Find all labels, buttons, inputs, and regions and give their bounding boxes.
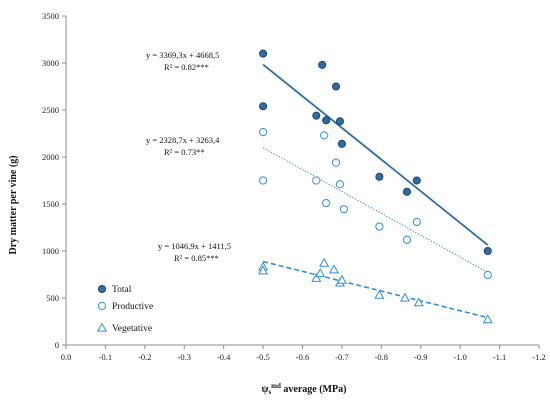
data-point-total: [259, 49, 268, 58]
data-point-vegetative: [329, 264, 340, 274]
data-point-vegetative: [482, 314, 493, 324]
equation-total: y = 3369,3x + 4668,5: [146, 50, 219, 60]
legend-marker-productive: [97, 301, 107, 311]
x-axis-title: ψsmd average (MPa): [262, 382, 347, 396]
data-point-total: [312, 111, 321, 120]
y-axis-title: Dry matter per vine (g): [8, 155, 19, 254]
data-point-productive: [375, 222, 384, 231]
data-point-productive: [320, 131, 329, 140]
x-tick-label: -1.2: [532, 352, 545, 362]
data-point-vegetative: [311, 272, 322, 282]
x-axis-title-rest: average (MPa): [281, 384, 347, 395]
x-axis-title-subscript: s: [268, 388, 271, 396]
data-point-productive: [258, 176, 268, 185]
data-point-total: [331, 82, 341, 91]
legend: Total Productive Vegetative: [96, 284, 153, 334]
r2-vegetative: R² = 0.85***: [174, 253, 219, 263]
axes: 0 500 1000 1500 2000 2500 3000 3500 0.0 -0.1 -0.2 -…: [42, 11, 546, 362]
equations: y = 3369,3x + 4668,5 R² = 0.82*** y = 23…: [146, 50, 231, 263]
data-point-productive: [402, 235, 412, 244]
x-tick-label: -0.1: [99, 352, 112, 362]
x-tick-label: -1.0: [453, 352, 466, 362]
y-tick-label: 2000: [42, 152, 59, 162]
data-point-vegetative: [319, 257, 330, 267]
y-tick-label: 1000: [42, 246, 59, 256]
trendline-vegetative: [262, 260, 488, 319]
x-tick-label: -0.8: [375, 352, 388, 362]
x-tick-label: -1.1: [493, 352, 506, 362]
x-axis-title-symbol: ψ: [262, 384, 269, 395]
x-tick-label: -0.2: [138, 352, 151, 362]
x-tick-label: -0.4: [217, 352, 231, 362]
data-point-total: [318, 60, 327, 69]
data-point-productive: [312, 176, 321, 185]
legend-marker-vegetative: [96, 322, 108, 332]
r2-productive: R² = 0.73**: [164, 147, 205, 157]
legend-label-productive: Productive: [112, 302, 153, 312]
data-point-productive: [335, 180, 345, 189]
data-point-productive: [331, 158, 341, 167]
data-point-vegetative: [258, 265, 269, 275]
trendlines: [262, 63, 489, 319]
x-tick-label: -0.6: [296, 352, 309, 362]
data-point-total: [375, 172, 384, 181]
legend-marker-total: [97, 284, 107, 294]
data-points: [258, 49, 493, 324]
equation-productive: y = 2328,7x + 3263,4: [146, 135, 220, 145]
data-point-total: [335, 117, 344, 126]
y-tick-label: 0: [55, 340, 59, 350]
data-point-vegetative: [374, 289, 385, 299]
data-point-vegetative: [413, 297, 424, 307]
x-tick-label: 0.0: [61, 352, 72, 362]
y-tick-label: 3000: [42, 58, 59, 68]
y-tick-label: 2500: [42, 105, 59, 115]
data-point-total: [259, 102, 268, 111]
y-tick-label: 500: [46, 293, 59, 303]
data-point-vegetative: [336, 274, 347, 284]
data-point-total: [483, 246, 492, 256]
x-tick-label: -0.5: [256, 352, 269, 362]
data-point-total: [402, 187, 412, 196]
y-axis-title-group: Dry matter per vine (g): [8, 155, 19, 254]
data-point-total: [412, 176, 421, 185]
legend-label-vegetative: Vegetative: [112, 324, 152, 334]
r2-total: R² = 0.82***: [164, 62, 209, 72]
data-point-total: [322, 116, 331, 125]
legend-label-total: Total: [112, 285, 132, 295]
y-tick-label: 3500: [42, 11, 59, 21]
data-point-productive: [258, 127, 268, 137]
data-point-vegetative: [315, 268, 326, 278]
x-tick-label: -0.7: [335, 352, 348, 362]
x-tick-label: -0.9: [414, 352, 427, 362]
data-point-productive: [339, 205, 348, 214]
data-point-productive: [322, 198, 331, 208]
data-point-total: [337, 139, 346, 148]
data-point-productive: [483, 270, 492, 280]
y-tick-label: 1500: [42, 199, 59, 209]
data-point-productive: [412, 217, 421, 226]
data-point-vegetative: [399, 292, 411, 302]
x-axis-title-superscript: md: [271, 382, 281, 390]
x-tick-label: -0.3: [178, 352, 191, 362]
trendline-productive: [262, 147, 489, 273]
trendline-total: [262, 63, 489, 246]
equation-vegetative: y = 1046,9x + 1411,5: [158, 241, 231, 251]
